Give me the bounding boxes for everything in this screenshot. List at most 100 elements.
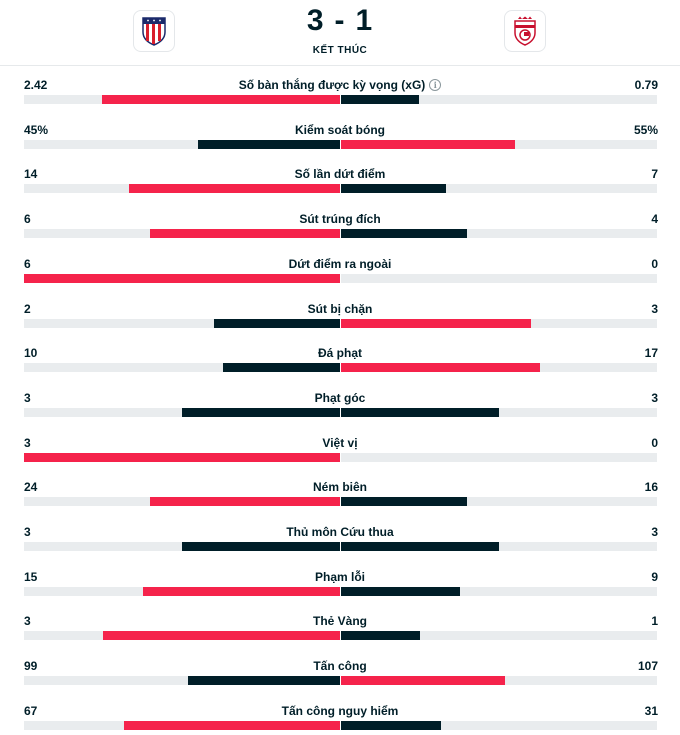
stat-row: 2.42 Số bàn thắng được kỳ vọng (xG) i 0.79 bbox=[0, 68, 680, 113]
away-stat-value: 9 bbox=[651, 569, 658, 584]
away-stat-bar bbox=[341, 497, 468, 507]
away-stat-value: 3 bbox=[651, 390, 658, 405]
home-stat-track bbox=[24, 631, 340, 641]
home-stat-value: 3 bbox=[24, 525, 31, 539]
home-stat-bar bbox=[182, 407, 340, 417]
stat-label: Ném biên bbox=[0, 480, 680, 494]
home-stat-track bbox=[24, 676, 340, 686]
stat-label-text: Thủ môn Cứu thua bbox=[286, 525, 394, 539]
home-stat-bar bbox=[24, 273, 340, 283]
stat-label-text: Thẻ Vàng bbox=[312, 614, 367, 629]
home-score: 3 bbox=[306, 4, 325, 37]
away-stat-track bbox=[341, 184, 657, 194]
atletico-madrid-crest-icon bbox=[142, 17, 166, 46]
home-stat-value: 24 bbox=[24, 480, 38, 495]
home-stat-bar bbox=[142, 586, 340, 596]
home-stat-value: 67 bbox=[24, 703, 38, 718]
away-stat-bar bbox=[341, 95, 419, 104]
home-stat-track bbox=[24, 542, 340, 551]
stat-label-text: Việt vị bbox=[322, 435, 358, 450]
stat-row: 10 Đá phạt 17 bbox=[0, 336, 680, 381]
home-stat-value: 14 bbox=[24, 167, 38, 182]
stat-row: 3 Phạt góc 3 bbox=[0, 381, 680, 426]
away-stat-track bbox=[341, 95, 657, 104]
home-stat-value: 3 bbox=[24, 390, 31, 405]
stat-label-text: Phạt góc bbox=[314, 390, 366, 405]
away-stat-value: 4 bbox=[651, 212, 658, 227]
stat-label: Đá phạt bbox=[0, 346, 680, 360]
away-stat-track bbox=[341, 139, 657, 149]
away-stat-value: 7 bbox=[651, 167, 658, 182]
away-stat-value: 31 bbox=[644, 703, 658, 718]
away-stat-track bbox=[341, 452, 657, 462]
home-team-logo[interactable] bbox=[133, 10, 175, 52]
stat-row: 14 Số lần dứt điểm 7 bbox=[0, 157, 680, 202]
home-stat-bar bbox=[129, 184, 340, 194]
away-stat-value: 17 bbox=[644, 346, 658, 361]
home-stat-bar bbox=[150, 229, 340, 239]
away-stat-track bbox=[341, 229, 657, 239]
granada-crest-icon bbox=[514, 16, 536, 46]
stat-label: Việt vị bbox=[0, 436, 680, 450]
stat-label[interactable]: Số bàn thắng được kỳ vọng (xG) i bbox=[0, 78, 680, 92]
stat-row: 6 Dứt điểm ra ngoài 0 bbox=[0, 247, 680, 292]
stat-row: 67 Tấn công nguy hiểm 31 bbox=[0, 694, 680, 735]
stat-label: Tấn công nguy hiểm bbox=[0, 704, 680, 718]
info-icon[interactable]: i bbox=[429, 79, 442, 91]
home-stat-bar bbox=[101, 95, 340, 104]
stat-label: Thủ môn Cứu thua bbox=[0, 525, 680, 539]
away-stat-value: 16 bbox=[644, 480, 658, 495]
away-stat-bar bbox=[341, 407, 499, 417]
away-team-logo[interactable] bbox=[504, 10, 546, 52]
stat-label: Số lần dứt điểm bbox=[0, 167, 680, 181]
away-stat-track bbox=[341, 318, 657, 328]
away-stat-bar bbox=[341, 586, 460, 596]
home-stat-bar bbox=[182, 542, 340, 551]
stat-label-text: Số bàn thắng được kỳ vọng (xG) bbox=[238, 78, 426, 92]
match-status: KẾT THÚC bbox=[312, 45, 368, 56]
away-stat-value: 107 bbox=[637, 659, 658, 674]
home-stat-bar bbox=[213, 318, 340, 328]
away-stat-value: 3 bbox=[651, 301, 658, 316]
stat-row: 99 Tấn công 107 bbox=[0, 649, 680, 694]
away-stat-track bbox=[341, 542, 657, 551]
away-stat-value: 55% bbox=[633, 122, 658, 137]
away-stat-track bbox=[341, 363, 657, 373]
stat-row: 45% Kiểm soát bóng 55% bbox=[0, 113, 680, 158]
stat-label: Phạt góc bbox=[0, 391, 680, 405]
away-stat-track bbox=[341, 497, 657, 507]
stat-label-text: Phạm lỗi bbox=[314, 569, 365, 584]
stat-row: 6 Sút trúng đích 4 bbox=[0, 202, 680, 247]
stat-label-text: Đá phạt bbox=[317, 346, 362, 361]
stat-label-text: Sút trúng đích bbox=[299, 212, 381, 227]
stat-label-text: Tấn công bbox=[313, 659, 367, 674]
away-score: 1 bbox=[355, 4, 374, 37]
stat-label-text: Sút bị chặn bbox=[307, 301, 373, 316]
away-stat-value: 0.79 bbox=[634, 78, 658, 92]
stat-label-text: Tấn công nguy hiểm bbox=[281, 703, 399, 718]
away-stat-value: 0 bbox=[651, 435, 658, 450]
away-stat-track bbox=[341, 720, 657, 730]
home-stat-value: 2 bbox=[24, 301, 31, 316]
away-stat-bar bbox=[341, 542, 499, 551]
home-stat-value: 2.42 bbox=[24, 78, 48, 92]
home-stat-bar bbox=[24, 452, 340, 462]
home-stat-value: 10 bbox=[24, 346, 38, 361]
home-stat-bar bbox=[150, 497, 340, 507]
home-stat-value: 3 bbox=[24, 435, 31, 450]
home-stat-track bbox=[24, 95, 340, 104]
away-stat-track bbox=[341, 407, 657, 417]
home-stat-bar bbox=[123, 720, 340, 730]
home-stat-track bbox=[24, 229, 340, 239]
home-stat-track bbox=[24, 318, 340, 328]
away-stat-track bbox=[341, 676, 657, 686]
home-stat-bar bbox=[197, 139, 340, 149]
home-stat-track bbox=[24, 452, 340, 462]
stat-label: Kiểm soát bóng bbox=[0, 123, 680, 137]
stat-row: 3 Thẻ Vàng 1 bbox=[0, 604, 680, 649]
stat-row: 15 Phạm lỗi 9 bbox=[0, 560, 680, 605]
stat-label: Sút trúng đích bbox=[0, 212, 680, 226]
away-stat-bar bbox=[341, 184, 447, 194]
away-stat-track bbox=[341, 586, 657, 596]
home-stat-track bbox=[24, 273, 340, 283]
